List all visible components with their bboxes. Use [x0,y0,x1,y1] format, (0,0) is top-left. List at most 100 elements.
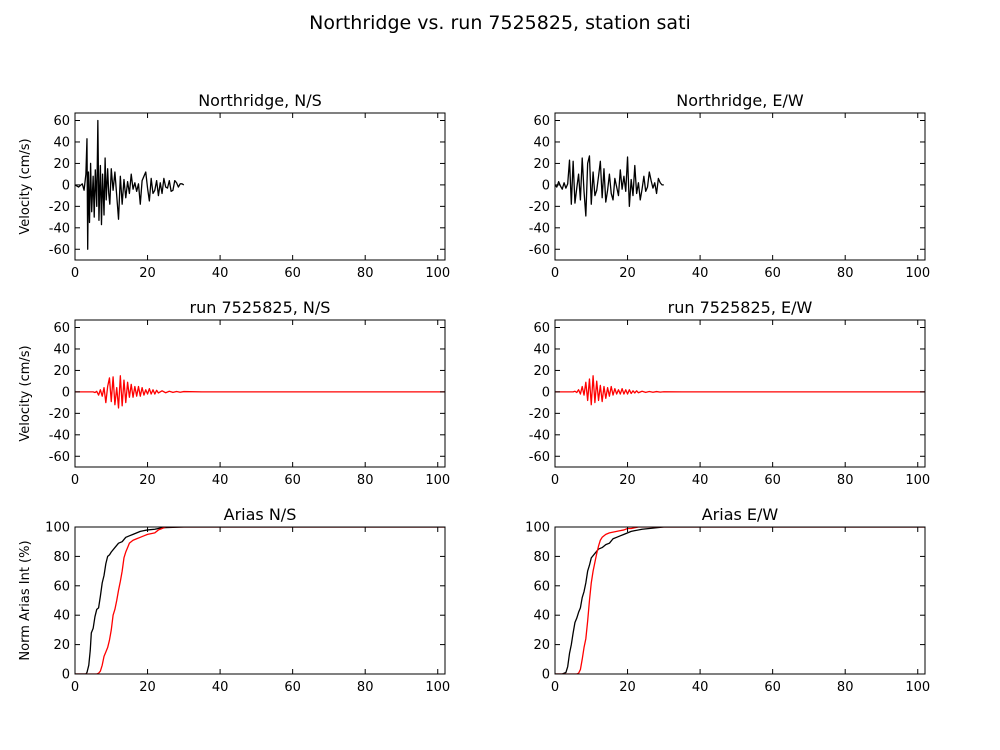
x-tick-label: 20 [139,266,156,281]
y-axis-label: Velocity (cm/s) [18,138,33,234]
axes-frame [74,112,446,261]
y-tick-label: 80 [533,550,550,565]
x-tick-label: 40 [692,680,709,695]
y-tick-label: 40 [53,342,70,357]
x-tick-label: 60 [764,266,781,281]
y-tick-label: 40 [533,342,550,357]
x-tick-label: 0 [71,680,79,695]
y-tick-label: -40 [529,221,550,236]
series-line-simulated [555,527,925,674]
y-tick-label: 0 [542,385,550,400]
x-tick-label: 40 [692,473,709,488]
y-tick-label: -20 [49,407,70,422]
y-tick-label: 0 [542,668,550,683]
x-tick-label: 20 [619,680,636,695]
x-tick-label: 20 [139,473,156,488]
subplot-title: Northridge, E/W [676,91,804,110]
y-tick-label: 60 [533,114,550,129]
y-tick-label: 60 [533,321,550,336]
x-tick-label: 20 [139,680,156,695]
series-line-simulated [75,375,445,409]
y-tick-label: 40 [53,609,70,624]
y-tick-label: -20 [529,200,550,215]
figure-title: Northridge vs. run 7525825, station sati [309,12,691,34]
series-line-recorded [75,119,185,250]
subplot-2: 0 20 40 60 80 100 -60 -40 -20 0 20 40 60 Northridge, … [529,91,930,281]
y-tick-label: 20 [533,157,550,172]
y-tick-label: 0 [62,178,70,193]
subplot-1: 0 20 40 60 80 100 -60 -40 -20 0 20 40 60 Northridge, … [18,91,450,281]
x-tick-label: 60 [284,266,301,281]
x-tick-label: 0 [71,473,79,488]
y-tick-label: 0 [542,178,550,193]
x-tick-label: 100 [425,473,450,488]
x-tick-label: 100 [905,680,930,695]
subplot-3: 0 20 40 60 80 100 -60 -40 -20 0 20 40 60 run 7525825,… [18,298,450,488]
y-tick-label: -60 [49,243,70,258]
x-tick-label: 20 [619,473,636,488]
axes-frame [74,319,446,468]
x-tick-label: 60 [764,680,781,695]
y-tick-label: -60 [529,450,550,465]
y-tick-label: -40 [529,428,550,443]
series-line-simulated [75,527,445,674]
y-tick-label: 40 [533,135,550,150]
y-tick-label: 40 [533,609,550,624]
x-tick-label: 100 [905,473,930,488]
x-tick-label: 60 [764,473,781,488]
y-axis-label: Velocity (cm/s) [18,345,33,441]
x-tick-label: 0 [551,680,559,695]
y-tick-label: 20 [53,364,70,379]
subplot-4: 0 20 40 60 80 100 -60 -40 -20 0 20 40 60 run 7525825,… [529,298,930,488]
x-tick-label: 80 [357,473,374,488]
x-tick-label: 100 [905,266,930,281]
axes-frame [554,112,926,261]
x-tick-label: 0 [551,473,559,488]
x-tick-label: 100 [425,266,450,281]
series-line-recorded [555,155,664,217]
x-tick-label: 0 [71,266,79,281]
y-tick-label: 60 [53,579,70,594]
x-tick-label: 20 [619,266,636,281]
subplot-title: Arias E/W [702,505,779,524]
x-tick-label: 40 [212,680,229,695]
y-tick-label: -60 [49,450,70,465]
x-tick-label: 60 [284,473,301,488]
x-tick-label: 80 [837,680,854,695]
y-tick-label: 100 [45,521,70,536]
axes-frame [74,526,446,675]
y-tick-label: 20 [53,638,70,653]
x-tick-label: 80 [837,266,854,281]
series-line-simulated [555,375,925,406]
y-tick-label: 60 [53,114,70,129]
y-tick-label: 0 [62,668,70,683]
y-tick-label: 0 [62,385,70,400]
subplot-6: 0 20 40 60 80 100 0 20 40 60 80 100 Arias E/W [525,505,930,695]
subplot-grid: 0 20 40 60 80 100 -60 -40 -20 0 20 40 60 Northridge, … [18,91,930,695]
subplot-title: Arias N/S [224,505,297,524]
subplot-title: run 7525825, E/W [668,298,813,317]
x-tick-label: 80 [837,473,854,488]
axes-frame [554,319,926,468]
y-tick-label: -20 [49,200,70,215]
y-tick-label: -20 [529,407,550,422]
x-tick-label: 80 [357,680,374,695]
y-tick-label: 60 [53,321,70,336]
y-tick-label: 20 [533,364,550,379]
x-tick-label: 60 [284,680,301,695]
axes-frame [554,526,926,675]
subplot-title: run 7525825, N/S [190,298,331,317]
series-line-recorded [75,527,445,674]
x-tick-label: 80 [357,266,374,281]
x-tick-label: 40 [212,473,229,488]
y-tick-label: 20 [533,638,550,653]
y-tick-label: 40 [53,135,70,150]
x-tick-label: 40 [212,266,229,281]
subplot-title: Northridge, N/S [198,91,322,110]
y-tick-label: 60 [533,579,550,594]
x-tick-label: 0 [551,266,559,281]
y-tick-label: -40 [49,221,70,236]
x-tick-label: 40 [692,266,709,281]
subplot-5: 0 20 40 60 80 100 0 20 40 60 80 100 Arias N/S Norm Ar… [18,505,450,695]
